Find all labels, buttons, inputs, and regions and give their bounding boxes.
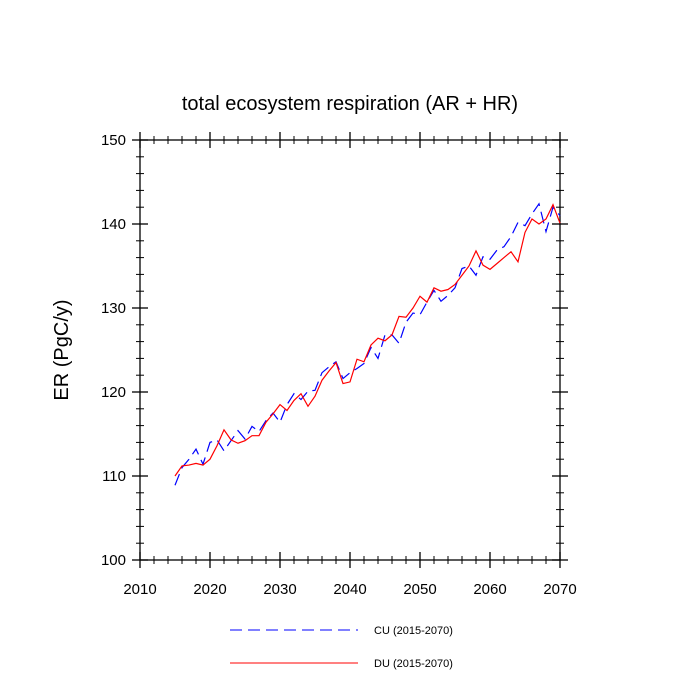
plot-frame (139, 139, 561, 561)
legend: CU (2015-2070) DU (2015-2070) (230, 625, 453, 670)
y-tick-label: 150 (101, 132, 126, 149)
x-tick-label: 2060 (473, 581, 506, 598)
series-line-cu (174, 202, 561, 486)
x-tick-label: 2030 (263, 581, 296, 598)
plot-area: 2010 2020 2030 2040 2050 2060 2070 100 110 120 130… (101, 132, 577, 598)
legend-label-cu: CU (2015-2070) (374, 625, 453, 637)
y-tick-label: 130 (101, 300, 126, 317)
x-tick-label: 2010 (123, 581, 156, 598)
series-line-du (174, 203, 561, 477)
y-tick-label: 110 (102, 468, 126, 485)
x-tick-label: 2070 (543, 581, 576, 598)
x-tick-label: 2020 (193, 581, 226, 598)
y-tick-label: 140 (101, 216, 126, 233)
y-tick-label: 100 (101, 552, 126, 569)
x-tick-label: 2040 (333, 581, 366, 598)
x-tick-label: 2050 (403, 581, 436, 598)
chart-title: total ecosystem respiration (AR + HR) (182, 93, 518, 115)
y-axis-label: ER (PgC/y) (51, 299, 73, 400)
legend-label-du: DU (2015-2070) (374, 658, 453, 670)
y-tick-label: 120 (101, 384, 126, 401)
